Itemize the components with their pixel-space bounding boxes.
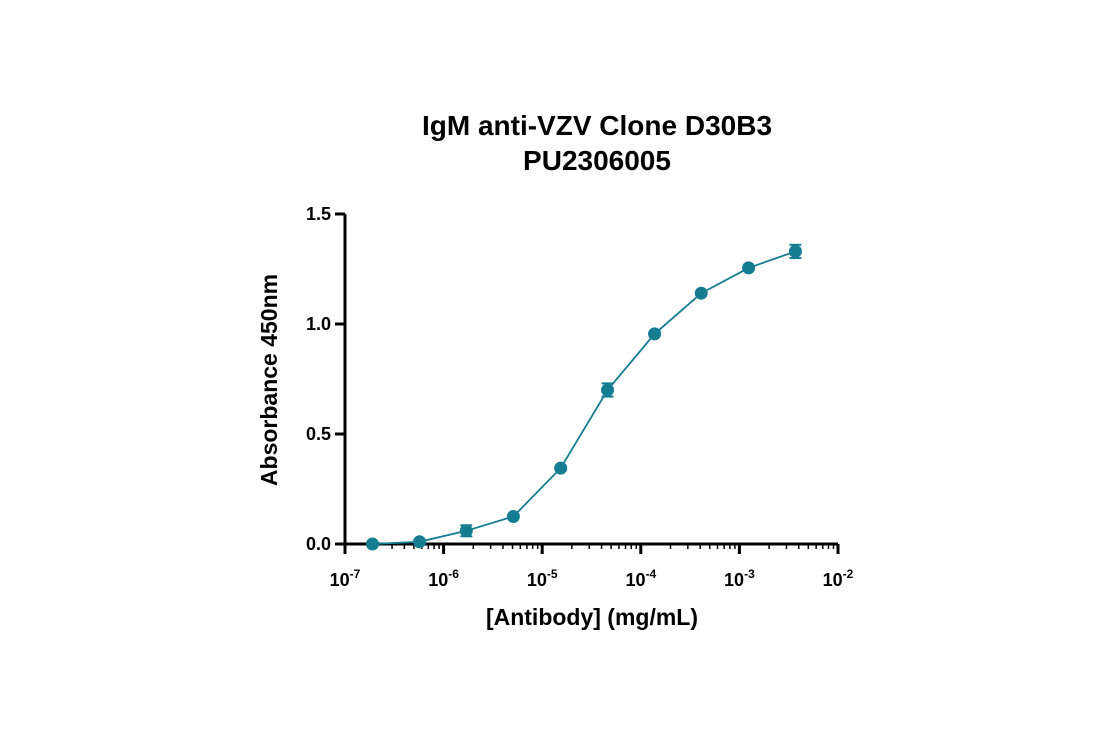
y-tick-label: 0.5 <box>306 424 331 444</box>
data-point <box>413 535 427 549</box>
x-tick-label: 10-2 <box>823 567 854 590</box>
data-point <box>694 286 708 300</box>
data-point <box>459 524 473 538</box>
axes <box>343 214 838 546</box>
series-line <box>372 250 796 545</box>
axis-ticks: 0.0 0.5 1.0 1.5 10-7 10-6 10-5 10-4 10-3 10-2 <box>306 204 854 590</box>
y-tick-label: 0.0 <box>306 534 331 554</box>
x-tick-label: 10-5 <box>527 567 558 590</box>
data-point <box>601 383 615 397</box>
data-point <box>554 461 568 475</box>
y-tick-label: 1.0 <box>306 314 331 334</box>
data-point <box>742 261 756 275</box>
plot-area <box>365 243 802 551</box>
data-point <box>648 327 662 341</box>
y-tick-label: 1.5 <box>306 204 331 224</box>
data-point <box>788 244 802 258</box>
x-tick-label: 10-4 <box>625 567 656 590</box>
x-tick-label: 10-6 <box>428 567 459 590</box>
chart-title-line-1: IgM anti-VZV Clone D30B3 <box>422 110 772 141</box>
data-point <box>365 537 379 551</box>
data-point <box>506 510 520 523</box>
x-tick-label: 10-3 <box>724 567 755 590</box>
chart-title-line-2: PU2306005 <box>523 145 671 176</box>
x-axis-label: [Antibody] (mg/mL) <box>486 604 698 630</box>
x-tick-label: 10-7 <box>330 567 361 590</box>
y-axis-label: Absorbance 450nm <box>256 274 282 486</box>
